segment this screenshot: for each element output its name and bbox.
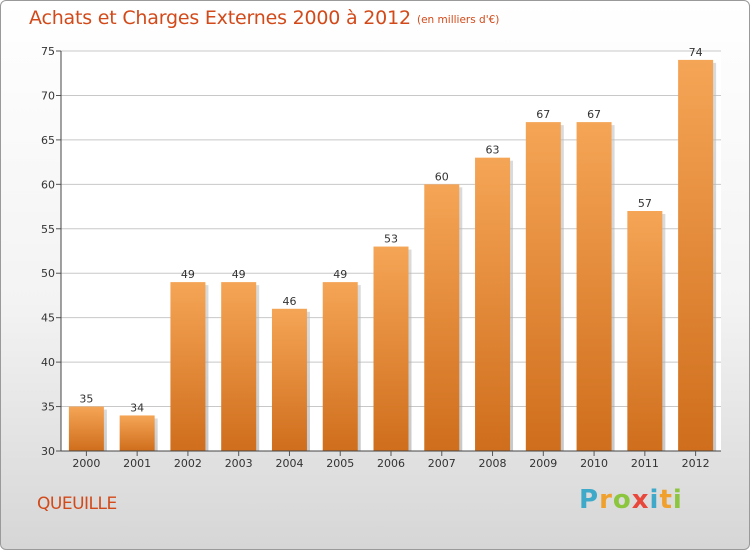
bar-2000: [68, 406, 104, 451]
x-tick-label: 2007: [428, 457, 456, 470]
x-tick-label: 2003: [225, 457, 253, 470]
y-tick-label: 65: [41, 134, 55, 147]
bar-2002: [170, 282, 206, 451]
logo-letter: r: [599, 485, 613, 515]
x-tick-label: 2004: [275, 457, 303, 470]
bar-value-label: 67: [536, 108, 550, 121]
logo-letter: P: [579, 485, 600, 515]
bar-value-label: 74: [689, 46, 703, 59]
bar-value-label: 57: [638, 197, 652, 210]
bar-2006: [373, 246, 409, 451]
x-tick-label: 2009: [529, 457, 557, 470]
bar-2009: [525, 122, 561, 451]
y-tick-label: 45: [41, 312, 55, 325]
bar-2007: [424, 184, 460, 452]
y-tick-label: 75: [41, 45, 55, 58]
bar-2011: [627, 211, 663, 451]
x-tick-label: 2000: [72, 457, 100, 470]
logo-letter: o: [612, 485, 632, 515]
x-tick-label: 2011: [631, 457, 659, 470]
y-tick-label: 50: [41, 267, 55, 280]
y-tick-label: 55: [41, 223, 55, 236]
y-tick-label: 30: [41, 445, 55, 458]
bar-value-label: 49: [333, 268, 347, 281]
y-tick-label: 60: [41, 178, 55, 191]
x-tick-label: 2010: [580, 457, 608, 470]
bar-2010: [576, 122, 612, 451]
commune-name: QUEUILLE: [37, 494, 117, 514]
x-tick-label: 2008: [479, 457, 507, 470]
bar-2008: [475, 157, 511, 451]
x-tick-label: 2006: [377, 457, 405, 470]
x-tick-label: 2002: [174, 457, 202, 470]
bar-value-label: 35: [79, 393, 93, 406]
bar-2003: [221, 282, 257, 451]
logo-letter: t: [659, 485, 673, 515]
bar-2005: [322, 282, 358, 451]
bar-2012: [678, 59, 714, 452]
chart-title: Achats et Charges Externes 2000 à 2012: [29, 7, 411, 29]
logo-letter: x: [631, 485, 650, 515]
y-tick-label: 70: [41, 89, 55, 102]
bar-value-label: 53: [384, 233, 398, 246]
bar-value-label: 49: [232, 268, 246, 281]
proxiti-logo: Proxiti: [579, 485, 683, 515]
x-tick-label: 2012: [682, 457, 710, 470]
bar-value-label: 46: [282, 295, 296, 308]
bar-value-label: 34: [130, 401, 144, 414]
chart-unit: (en milliers d'€): [417, 14, 500, 26]
y-tick-label: 35: [41, 401, 55, 414]
bar-2001: [119, 415, 155, 451]
bar-2004: [271, 308, 307, 451]
y-tick-label: 40: [41, 356, 55, 369]
logo-letter: i: [649, 485, 660, 515]
logo-letter: i: [672, 485, 683, 515]
bar-value-label: 60: [435, 170, 449, 183]
bar-value-label: 49: [181, 268, 195, 281]
x-tick-label: 2005: [326, 457, 354, 470]
bar-value-label: 67: [587, 108, 601, 121]
bar-value-label: 63: [486, 144, 500, 157]
x-tick-label: 2001: [123, 457, 151, 470]
